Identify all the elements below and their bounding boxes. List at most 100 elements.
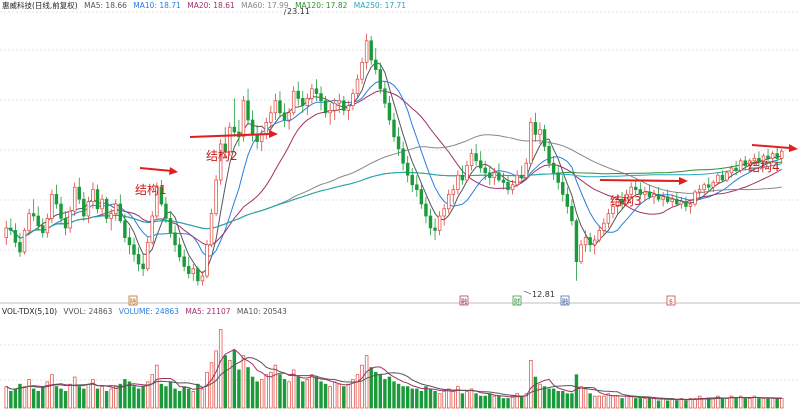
low-annotation: 12.81	[523, 290, 555, 299]
volume-bar	[757, 398, 761, 409]
vvol-label: VVOL: 24863	[63, 307, 113, 316]
candle-body	[328, 110, 332, 114]
volume-bar	[72, 376, 77, 409]
candle-body	[565, 194, 570, 207]
volume-bar	[9, 390, 13, 409]
volume-bar	[159, 383, 164, 409]
candle-body	[100, 198, 104, 210]
candle-body	[155, 186, 159, 217]
structure-4-arrow	[751, 144, 791, 149]
candle-body	[442, 208, 446, 217]
candle-body	[547, 146, 551, 164]
volume-bar	[574, 374, 579, 409]
volume-bar	[716, 395, 720, 409]
candle-body	[205, 244, 209, 277]
candle-body	[437, 215, 442, 231]
candle-body	[401, 148, 405, 164]
candle-body	[574, 220, 579, 262]
volume-bar	[45, 381, 50, 409]
structure-1-arrow	[139, 167, 173, 172]
candle-body	[716, 174, 720, 183]
volume-bar	[643, 398, 647, 409]
ma120-label: MA120: 17.82	[295, 1, 348, 10]
volume-bar	[182, 386, 186, 409]
volume-bar	[437, 393, 442, 409]
high-label: 23.11	[287, 7, 310, 16]
moving-average-lines	[6, 61, 782, 274]
candle-body	[196, 268, 200, 282]
candle-body	[520, 174, 524, 178]
volume-bar	[684, 400, 688, 409]
volume-bar	[624, 395, 629, 409]
candle-body	[647, 191, 652, 198]
candle-body	[364, 40, 369, 63]
volume-bar	[533, 376, 538, 409]
candle-body	[506, 182, 510, 190]
ma20-label: MA20: 18.61	[187, 1, 235, 10]
candle-body	[68, 210, 72, 229]
volume-bar	[123, 379, 127, 409]
candle-body	[661, 196, 665, 200]
volume-bar	[4, 386, 8, 409]
candle-body	[287, 112, 291, 121]
candle-body	[159, 186, 164, 205]
volume-bar	[54, 386, 59, 409]
candle-body	[410, 174, 414, 186]
candle-body	[725, 172, 729, 181]
candle-body	[269, 112, 273, 123]
volume-bar	[488, 393, 492, 409]
volume-bar	[561, 390, 565, 409]
candle-body	[27, 213, 31, 231]
ma5-label: MA5: 18.66	[84, 1, 127, 10]
volume-bar	[77, 386, 81, 409]
volume-bar	[693, 398, 697, 409]
candle-body	[720, 174, 725, 181]
structure-1-label: 结构1	[135, 182, 167, 197]
event-marker-box	[560, 295, 570, 306]
volume-bar	[738, 395, 743, 409]
volume-bar	[173, 388, 177, 409]
candle-body	[141, 263, 145, 270]
candle-body	[483, 167, 487, 174]
candle-body	[415, 184, 419, 190]
candle-body	[510, 184, 515, 190]
volume-bar	[342, 386, 346, 409]
candle-body	[684, 201, 688, 207]
volume-bar	[520, 395, 524, 409]
candle-body	[492, 172, 497, 178]
volume-bar	[328, 386, 332, 409]
volume-bar	[323, 383, 328, 409]
candle-body	[396, 136, 401, 150]
volume-bar	[63, 390, 68, 409]
candle-body	[95, 189, 100, 210]
candle-body	[447, 194, 451, 210]
candle-body	[282, 112, 287, 121]
candle-body	[109, 213, 113, 219]
candle-body	[456, 174, 460, 190]
volume-bar	[196, 383, 200, 409]
structure-3: 结构3	[599, 177, 688, 208]
volume-bar	[469, 388, 474, 409]
candle-body	[355, 78, 360, 94]
candle-body	[460, 174, 465, 181]
candle-body	[743, 160, 747, 166]
vol-ma5-label: MA5: 21107	[185, 307, 231, 316]
volume-bar	[720, 398, 725, 409]
volume-bar	[127, 381, 132, 409]
candle-body	[22, 230, 27, 253]
volume-bar	[652, 398, 656, 409]
volume-bar	[743, 398, 747, 409]
volume-bar	[629, 395, 633, 409]
volume-bar	[310, 374, 314, 409]
volume-bar	[588, 393, 592, 409]
candle-body	[775, 153, 779, 159]
candle-body	[36, 215, 40, 226]
candle-body	[4, 227, 8, 238]
volume-bar	[401, 386, 405, 409]
volume-bar	[13, 388, 18, 409]
volume-bar	[615, 395, 620, 409]
structure-2-arrow	[189, 133, 271, 138]
volume-bar	[136, 388, 141, 409]
volume-bar	[59, 388, 63, 409]
